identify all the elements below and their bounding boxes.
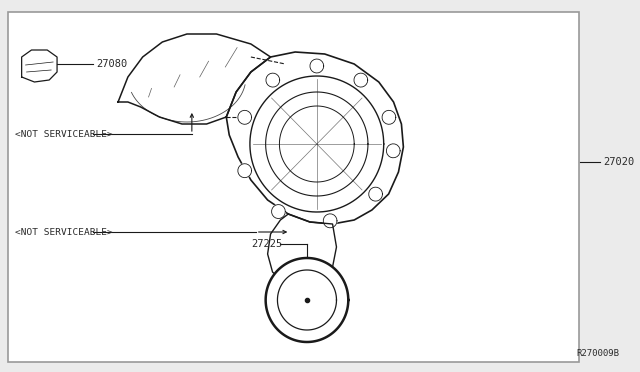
Text: 27080: 27080 bbox=[97, 59, 127, 69]
Polygon shape bbox=[278, 270, 337, 330]
Polygon shape bbox=[369, 187, 383, 201]
Polygon shape bbox=[118, 34, 271, 124]
Polygon shape bbox=[238, 164, 252, 178]
Polygon shape bbox=[323, 214, 337, 228]
Polygon shape bbox=[250, 76, 384, 212]
Polygon shape bbox=[354, 73, 368, 87]
Text: 27225: 27225 bbox=[251, 239, 282, 249]
Polygon shape bbox=[268, 214, 337, 287]
Polygon shape bbox=[280, 106, 354, 182]
Polygon shape bbox=[266, 73, 280, 87]
Polygon shape bbox=[271, 205, 285, 218]
Polygon shape bbox=[227, 52, 403, 224]
Polygon shape bbox=[387, 144, 400, 158]
Text: <NOT SERVICEABLE>: <NOT SERVICEABLE> bbox=[15, 129, 113, 138]
Polygon shape bbox=[266, 92, 368, 196]
Polygon shape bbox=[382, 110, 396, 124]
Text: R270009B: R270009B bbox=[577, 350, 620, 359]
Polygon shape bbox=[22, 50, 57, 82]
Polygon shape bbox=[310, 59, 324, 73]
Polygon shape bbox=[238, 110, 252, 124]
Text: <NOT SERVICEABLE>: <NOT SERVICEABLE> bbox=[15, 228, 113, 237]
Polygon shape bbox=[266, 258, 348, 342]
Text: 27020: 27020 bbox=[603, 157, 634, 167]
